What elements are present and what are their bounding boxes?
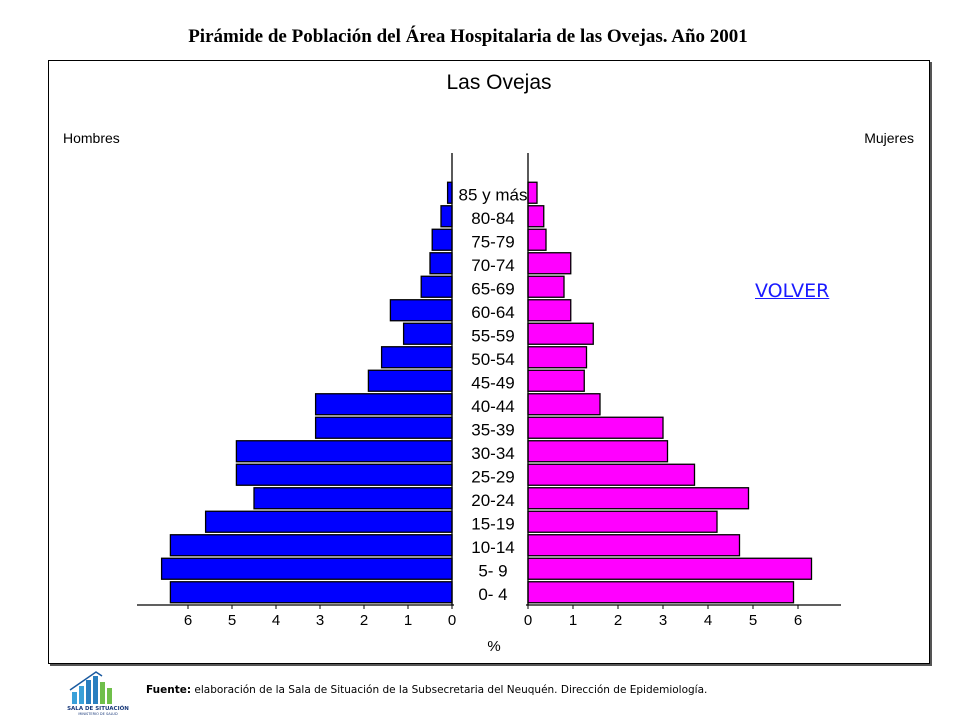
tick-label-left: 6 xyxy=(184,612,192,629)
bar-hombres-5 xyxy=(235,463,453,486)
bar-hombres-15 xyxy=(431,228,453,251)
bar-hombres-13 xyxy=(420,275,453,298)
tick-label-right: 1 xyxy=(569,612,577,629)
age-group-label: 25-29 xyxy=(471,467,514,486)
bar-mujeres-14 xyxy=(527,252,572,275)
source-label: Fuente: xyxy=(146,684,192,696)
tick-label-right: 5 xyxy=(749,612,757,629)
source-text: elaboración de la Sala de Situación de l… xyxy=(191,684,708,696)
bar-hombres-10 xyxy=(380,346,453,369)
bar-mujeres-17 xyxy=(527,181,538,204)
bar-hombres-17 xyxy=(446,181,453,204)
source-footer: Fuente: elaboración de la Sala de Situac… xyxy=(146,684,707,696)
chart-title: Las Ovejas xyxy=(446,71,551,94)
chart-frame: Las Ovejas Hombres Mujeres 0- 4 5- 9 10-14… xyxy=(48,60,930,664)
bar-mujeres-6 xyxy=(527,440,669,463)
x-axis-label: % xyxy=(487,638,500,655)
bar-mujeres-16 xyxy=(527,205,545,228)
bar-mujeres-8 xyxy=(527,393,601,416)
logo-line2: MINISTERIO DE SALUD xyxy=(78,712,118,716)
tick-label-left: 4 xyxy=(272,612,280,629)
age-group-label: 55-59 xyxy=(471,326,514,345)
tick-label-left: 0 xyxy=(448,612,456,629)
bar-mujeres-3 xyxy=(527,510,718,533)
logo-line1: SALA DE SITUACIÓN xyxy=(67,705,129,712)
bar-hombres-7 xyxy=(314,416,453,439)
right-group-label: Mujeres xyxy=(864,130,914,146)
age-group-label: 60-64 xyxy=(471,303,514,322)
age-group-label: 5- 9 xyxy=(478,561,507,580)
age-group-label: 45-49 xyxy=(471,373,514,392)
volver-link[interactable]: VOLVER xyxy=(755,280,830,302)
population-pyramid-chart: Las Ovejas Hombres Mujeres 0- 4 5- 9 10-14… xyxy=(63,71,914,655)
left-group-label: Hombres xyxy=(63,130,120,146)
bar-hombres-11 xyxy=(402,322,453,345)
age-group-label: 30-34 xyxy=(471,444,514,463)
age-group-label: 65-69 xyxy=(471,279,514,298)
age-group-label: 15-19 xyxy=(471,514,514,533)
bar-mujeres-15 xyxy=(527,228,547,251)
age-group-label: 35-39 xyxy=(471,420,514,439)
tick-label-right: 0 xyxy=(524,612,532,629)
age-group-label: 75-79 xyxy=(471,232,514,251)
tick-label-right: 2 xyxy=(614,612,622,629)
bar-mujeres-5 xyxy=(527,463,696,486)
bar-mujeres-1 xyxy=(527,557,813,580)
age-group-label: 85 y más xyxy=(459,185,528,204)
bar-mujeres-11 xyxy=(527,322,594,345)
bar-hombres-9 xyxy=(367,369,453,392)
bar-hombres-4 xyxy=(253,487,453,510)
bar-hombres-14 xyxy=(429,252,453,275)
bar-hombres-3 xyxy=(204,510,453,533)
bar-hombres-12 xyxy=(389,299,453,322)
tick-label-left: 1 xyxy=(404,612,412,629)
tick-label-left: 3 xyxy=(316,612,324,629)
age-group-label: 50-54 xyxy=(471,350,514,369)
age-group-label: 0- 4 xyxy=(478,585,507,604)
bar-hombres-6 xyxy=(235,440,453,463)
bar-hombres-2 xyxy=(169,534,453,557)
age-group-label: 10-14 xyxy=(471,538,514,557)
bar-mujeres-10 xyxy=(527,346,588,369)
page-title: Pirámide de Población del Área Hospitala… xyxy=(188,26,748,47)
bar-mujeres-13 xyxy=(527,275,565,298)
tick-label-left: 2 xyxy=(360,612,368,629)
bar-hombres-0 xyxy=(169,581,453,604)
age-group-label: 80-84 xyxy=(471,209,514,228)
bar-mujeres-7 xyxy=(527,416,664,439)
bar-hombres-16 xyxy=(440,205,453,228)
tick-label-right: 3 xyxy=(659,612,667,629)
age-group-label: 20-24 xyxy=(471,491,514,510)
tick-label-right: 6 xyxy=(794,612,802,629)
bar-mujeres-9 xyxy=(527,369,585,392)
bar-hombres-1 xyxy=(160,557,453,580)
sala-situacion-logo: SALA DE SITUACIÓN MINISTERIO DE SALUD xyxy=(62,670,134,721)
bar-mujeres-12 xyxy=(527,299,572,322)
bar-mujeres-4 xyxy=(527,487,750,510)
bar-mujeres-2 xyxy=(527,534,741,557)
age-group-label: 70-74 xyxy=(471,256,514,275)
tick-label-right: 4 xyxy=(704,612,712,629)
bar-chart-people-icon: SALA DE SITUACIÓN MINISTERIO DE SALUD xyxy=(67,671,129,716)
age-group-label: 40-44 xyxy=(471,397,514,416)
bar-hombres-8 xyxy=(314,393,453,416)
bar-mujeres-0 xyxy=(527,581,795,604)
tick-label-left: 5 xyxy=(228,612,236,629)
